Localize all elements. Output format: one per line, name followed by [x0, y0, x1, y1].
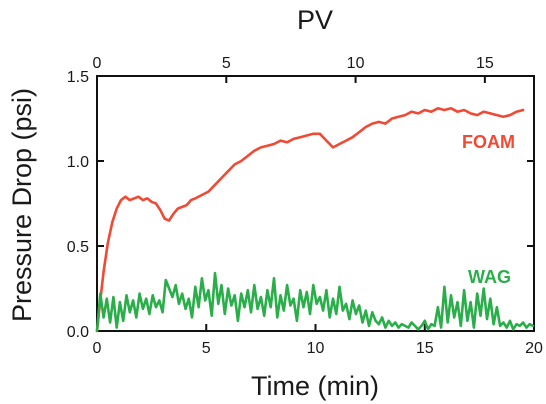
x-tick-label: 0: [93, 340, 102, 357]
y-tick-label: 0.0: [67, 324, 89, 341]
y-tick-label: 1.5: [67, 69, 89, 86]
series-label-foam: FOAM: [462, 132, 515, 152]
top-ticks: 0 5 10 15: [93, 55, 494, 83]
series-label-wag: WAG: [468, 267, 511, 287]
series-line-wag: [95, 271, 535, 333]
top-tick-label: 5: [222, 55, 231, 72]
x-tick-label: 5: [202, 340, 211, 357]
y-ticks: 0.0 0.5 1.0 1.5: [67, 69, 534, 341]
x-axis-title: Time (min): [251, 371, 379, 401]
top-axis-title: PV: [297, 5, 333, 35]
top-tick-label: 10: [347, 55, 365, 72]
y-axis-title: Pressure Drop (psi): [7, 88, 37, 322]
x-ticks: 0 5 10 15 20: [93, 324, 543, 357]
top-tick-label: 0: [93, 55, 102, 72]
top-tick-label: 15: [476, 55, 494, 72]
x-tick-label: 10: [307, 340, 325, 357]
y-tick-label: 0.5: [67, 239, 89, 256]
y-tick-label: 1.0: [67, 154, 89, 171]
series-lines: [95, 107, 535, 333]
x-tick-label: 20: [525, 340, 543, 357]
series-line-foam: [95, 107, 525, 333]
x-tick-label: 15: [416, 340, 434, 357]
